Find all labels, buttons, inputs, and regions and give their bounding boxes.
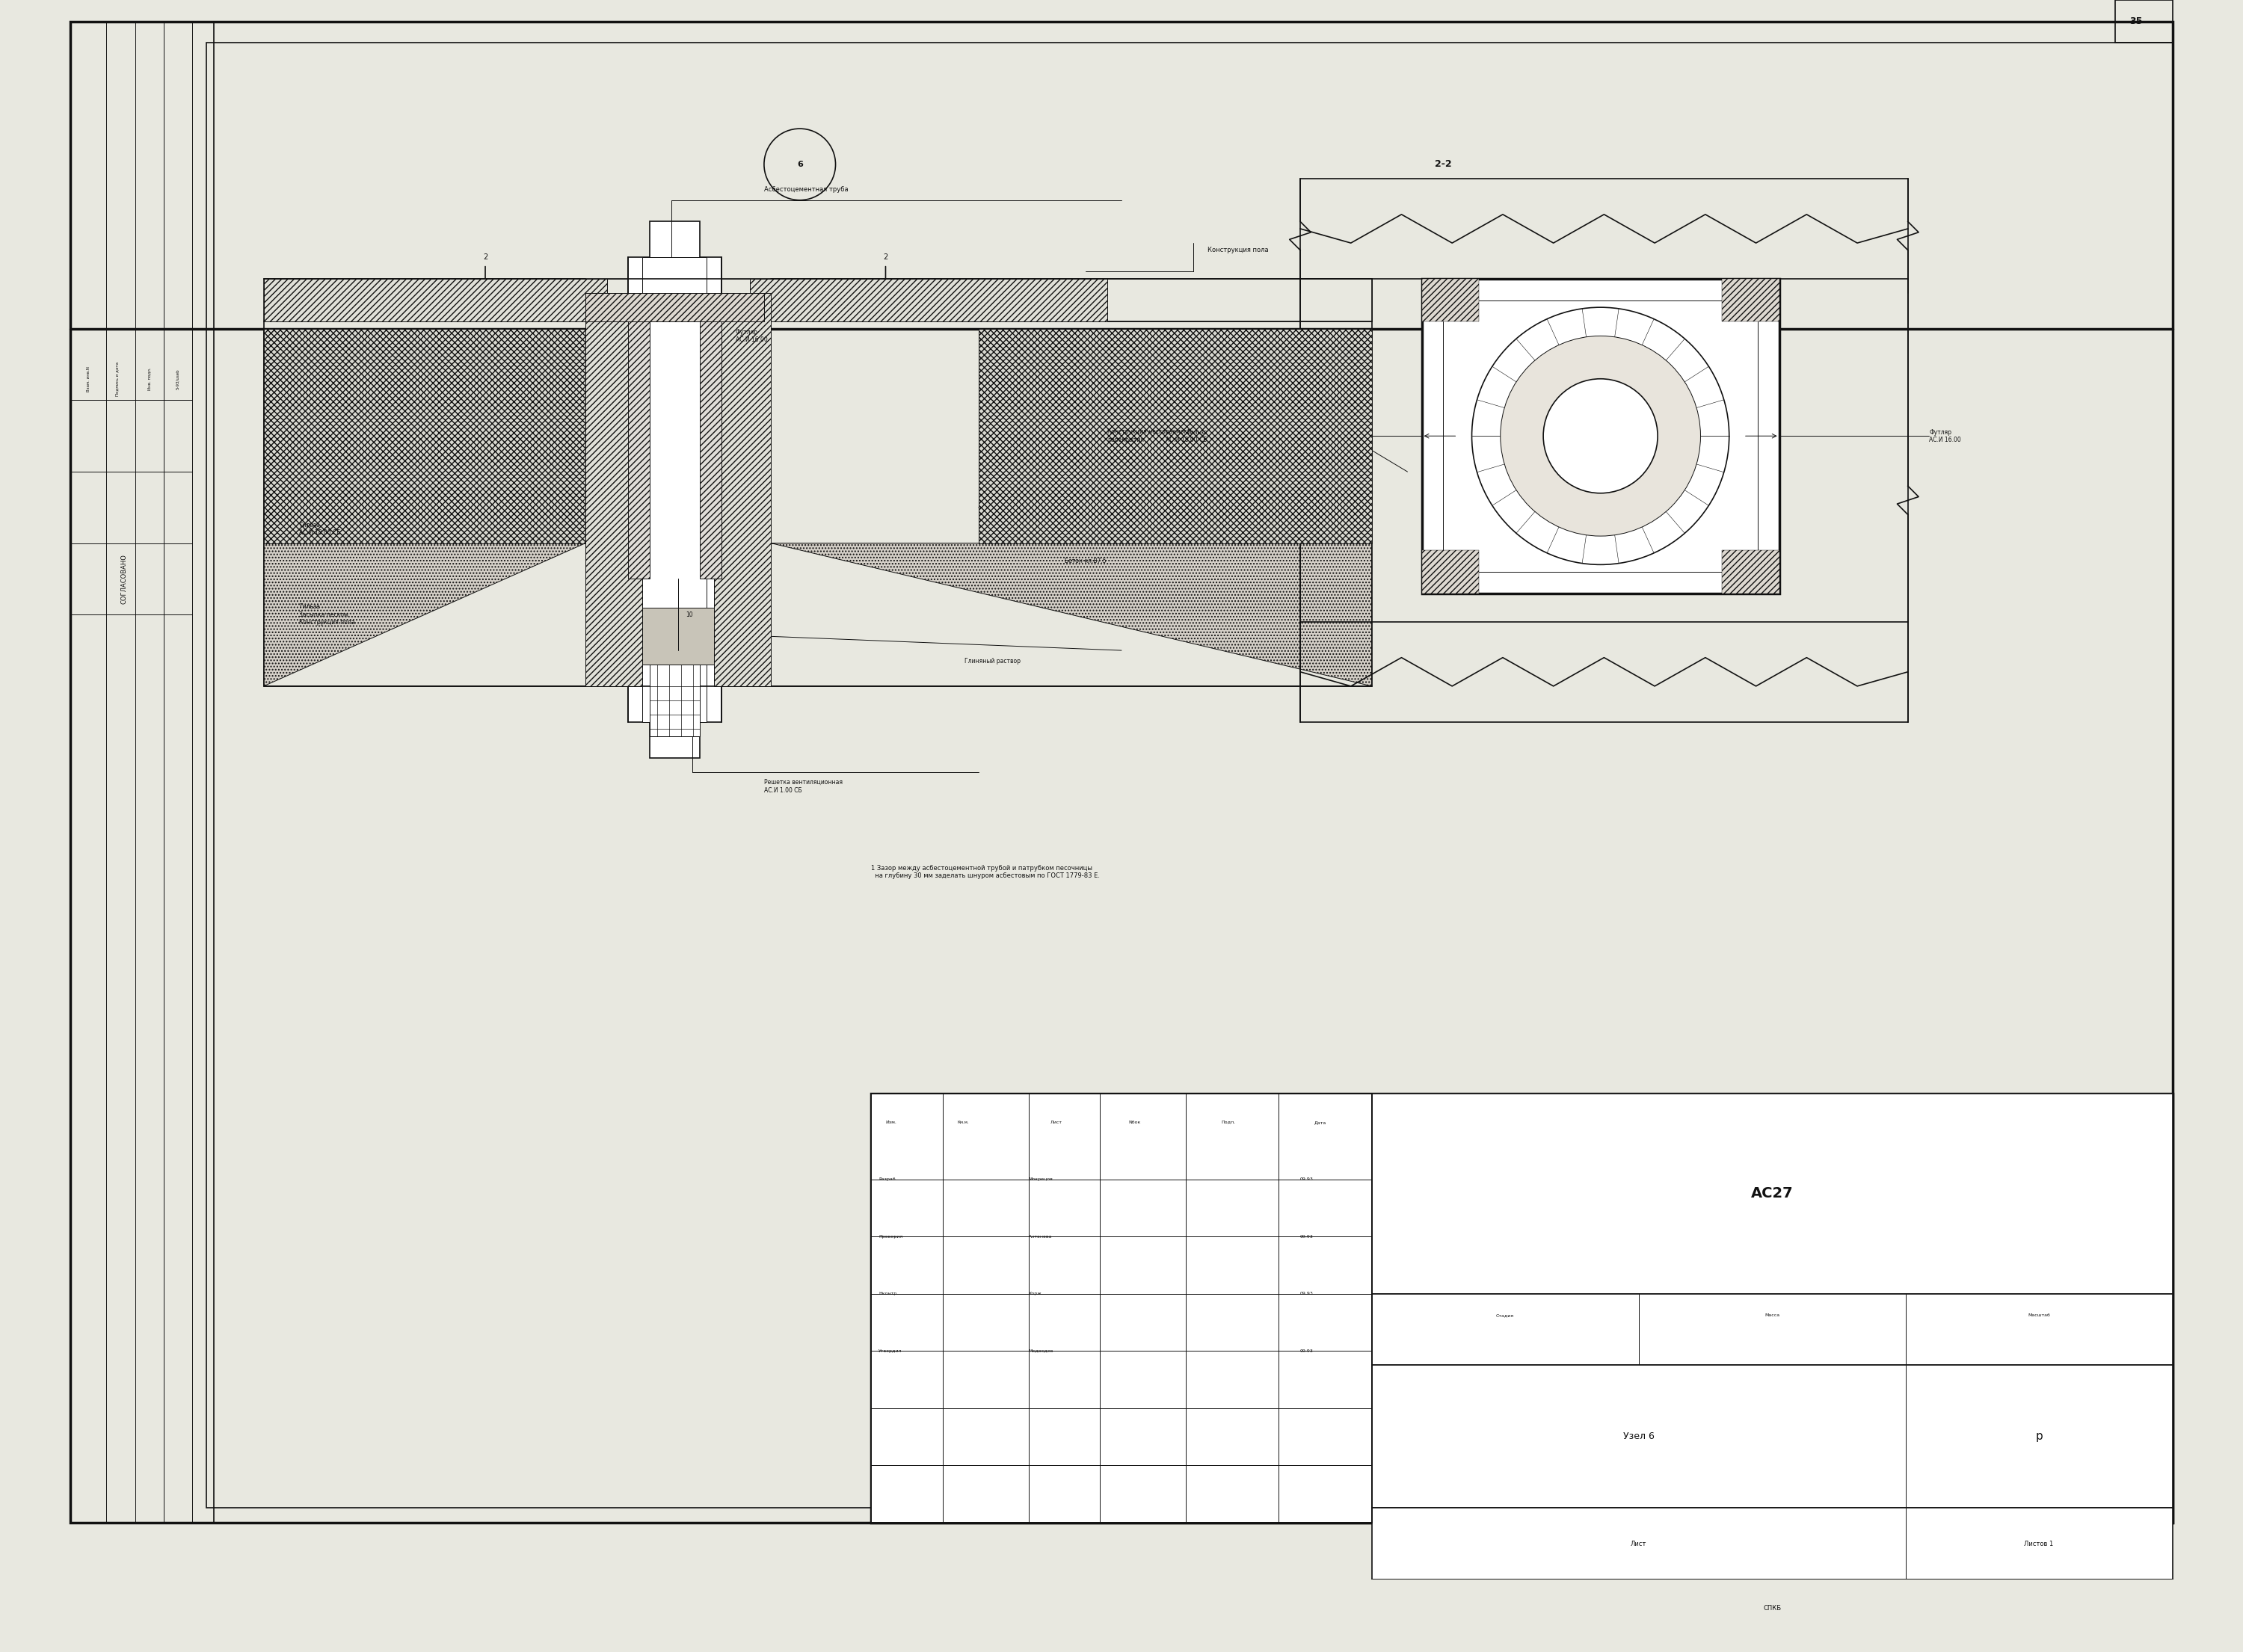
Text: Конструкция несгораемого
перекрытия: Конструкция несгораемого перекрытия bbox=[1108, 428, 1191, 443]
Text: Утвердил: Утвердил bbox=[879, 1350, 902, 1353]
Text: Км.м.: Км.м. bbox=[958, 1120, 969, 1123]
Bar bbox=[1723, 279, 1779, 322]
Bar bbox=[265, 329, 585, 544]
Text: р: р bbox=[2034, 1431, 2043, 1442]
Bar bbox=[700, 322, 722, 578]
Text: 09.93: 09.93 bbox=[1301, 1350, 1314, 1353]
Text: Дата: Дата bbox=[1314, 1120, 1326, 1123]
Text: Футляр
АС.И 16.00: Футляр АС.И 16.00 bbox=[1929, 430, 1960, 443]
Text: Масштаб: Масштаб bbox=[2028, 1313, 2050, 1317]
Bar bbox=[749, 279, 1108, 322]
Text: Нконтр.: Нконтр. bbox=[879, 1292, 897, 1295]
Bar bbox=[1442, 301, 1759, 572]
Circle shape bbox=[1501, 335, 1700, 535]
Text: Разраб.: Разраб. bbox=[879, 1178, 897, 1181]
Bar bbox=[650, 664, 700, 737]
Bar bbox=[1723, 550, 1779, 593]
Text: Бетон кл.В7.5: Бетон кл.В7.5 bbox=[1065, 557, 1106, 565]
Text: 1 Зазор между асбестоцементной трубой и патрубком песочницы
  на глубину 30 мм з: 1 Зазор между асбестоцементной трубой и … bbox=[870, 866, 1099, 879]
Text: АС27: АС27 bbox=[1752, 1186, 1792, 1201]
Bar bbox=[70, 21, 213, 1523]
Text: Медведев: Медведев bbox=[1030, 1350, 1054, 1353]
Text: Асбестоцементная труба: Асбестоцементная труба bbox=[765, 187, 848, 193]
Bar bbox=[870, 1094, 1373, 1523]
Text: 2: 2 bbox=[884, 253, 888, 261]
Text: Взам. инв.N: Взам. инв.N bbox=[87, 367, 90, 392]
Bar bbox=[265, 279, 608, 322]
Text: Изм.: Изм. bbox=[886, 1120, 897, 1123]
Text: 09.93: 09.93 bbox=[1301, 1178, 1314, 1181]
Text: Масса: Масса bbox=[1765, 1313, 1779, 1317]
Text: 2-2: 2-2 bbox=[1436, 160, 1451, 169]
Text: СПКБ: СПКБ bbox=[1763, 1604, 1781, 1611]
Text: Nбок: Nбок bbox=[1128, 1120, 1142, 1123]
Text: Узел 6: Узел 6 bbox=[1624, 1432, 1655, 1442]
Text: 10: 10 bbox=[686, 611, 693, 618]
Text: Гильза
АС.И 18.00 СБ: Гильза АС.И 18.00 СБ bbox=[298, 522, 341, 537]
Bar bbox=[585, 292, 765, 322]
Text: Листов 1: Листов 1 bbox=[2023, 1540, 2055, 1548]
Text: Стадия: Стадия bbox=[1496, 1313, 1514, 1317]
Text: Антонова: Антонова bbox=[1030, 1234, 1052, 1239]
Bar bbox=[870, 1094, 2173, 1523]
Bar bbox=[628, 322, 650, 578]
Text: 09.93: 09.93 bbox=[1301, 1292, 1314, 1295]
Text: Футляр
АС.И 16.00: Футляр АС.И 16.00 bbox=[736, 329, 767, 344]
Text: 6: 6 bbox=[796, 160, 803, 169]
Polygon shape bbox=[772, 544, 1373, 686]
Bar bbox=[265, 329, 1373, 544]
Text: Лист: Лист bbox=[1050, 1120, 1061, 1123]
Text: Проверил: Проверил bbox=[879, 1234, 902, 1239]
Text: Гильза
АС.И 18.00 СБ: Гильза АС.И 18.00 СБ bbox=[1166, 430, 1207, 443]
Bar bbox=[265, 279, 1373, 322]
Bar bbox=[650, 221, 700, 758]
Text: Мокрецов: Мокрецов bbox=[1030, 1178, 1054, 1181]
Bar bbox=[1373, 1094, 2173, 1294]
Bar bbox=[978, 329, 1373, 544]
Text: Подпись и дата: Подпись и дата bbox=[114, 362, 119, 396]
Bar bbox=[628, 608, 722, 664]
Bar bbox=[1422, 550, 1478, 593]
Bar bbox=[585, 292, 641, 686]
Bar bbox=[628, 258, 722, 722]
Text: Подп.: Подп. bbox=[1222, 1120, 1236, 1123]
Polygon shape bbox=[265, 544, 585, 686]
Bar bbox=[585, 292, 765, 322]
Text: Корж: Корж bbox=[1030, 1292, 1043, 1295]
Text: 35: 35 bbox=[2129, 17, 2142, 26]
Bar bbox=[635, 292, 700, 686]
Bar bbox=[1422, 279, 1478, 322]
Circle shape bbox=[1543, 378, 1658, 494]
Bar bbox=[870, 1094, 1373, 1523]
Text: 09.93: 09.93 bbox=[1301, 1234, 1314, 1239]
Text: 2: 2 bbox=[482, 253, 487, 261]
Bar bbox=[641, 258, 707, 722]
Text: Решетка вентиляционная
АС.И 1.00 СБ: Решетка вентиляционная АС.И 1.00 СБ bbox=[765, 780, 843, 793]
Bar bbox=[1373, 1508, 2173, 1579]
Text: СОГЛАСОВАНО: СОГЛАСОВАНО bbox=[121, 553, 128, 605]
Bar bbox=[1373, 1579, 2173, 1637]
Bar bbox=[1373, 1637, 2173, 1652]
Text: Конструкция пола: Конструкция пола bbox=[1207, 246, 1267, 253]
Text: Гильза
Засыпка песком
Конструкция пола: Гильза Засыпка песком Конструкция пола bbox=[298, 603, 354, 626]
Bar bbox=[1373, 1365, 2173, 1508]
Text: 5-93/useb: 5-93/useb bbox=[175, 368, 179, 390]
Text: Лист: Лист bbox=[1631, 1540, 1646, 1548]
Bar bbox=[1422, 279, 1779, 593]
Bar bbox=[1373, 1294, 2173, 1365]
Bar bbox=[2115, 0, 2173, 43]
Text: Инв. подл.: Инв. подл. bbox=[148, 367, 150, 390]
Bar bbox=[713, 292, 772, 686]
Text: Глиняный раствор: Глиняный раствор bbox=[964, 657, 1021, 664]
